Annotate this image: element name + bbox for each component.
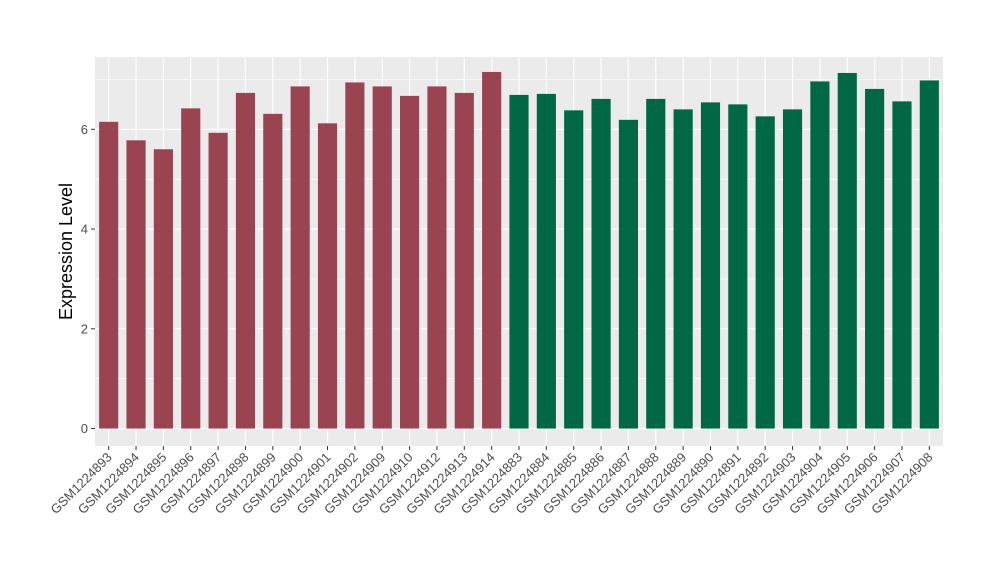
bar (208, 132, 228, 429)
bar (290, 86, 310, 429)
bar (810, 81, 830, 429)
bar (700, 102, 721, 429)
bar (345, 82, 365, 429)
y-axis-title: Expression Level (56, 183, 76, 320)
bar (153, 149, 173, 429)
bar (618, 119, 638, 429)
bar (837, 72, 857, 429)
bar (536, 93, 556, 429)
bar (646, 98, 666, 429)
bar (235, 92, 256, 429)
bar (263, 113, 283, 429)
bar (865, 88, 885, 429)
y-tick-label: 4 (81, 222, 88, 237)
bar (372, 86, 392, 429)
bar (564, 110, 584, 429)
bar (181, 108, 201, 429)
bar (427, 86, 447, 429)
bar (782, 109, 803, 429)
bar (99, 121, 119, 429)
y-tick-label: 2 (81, 321, 88, 336)
bars (99, 71, 939, 429)
y-axis: 0 2 4 6 (81, 122, 95, 436)
bar (728, 104, 748, 429)
x-axis: GSM1224893GSM1224894GSM1224895GSM1224896… (47, 446, 935, 517)
bar (400, 95, 420, 429)
bar (892, 101, 912, 429)
bar (482, 71, 502, 429)
bar (755, 116, 775, 429)
y-tick-label: 6 (81, 122, 88, 137)
bar (673, 109, 693, 429)
y-tick-label: 0 (81, 421, 88, 436)
bar (591, 98, 611, 429)
bar (454, 92, 474, 429)
bar (126, 140, 146, 429)
bar (919, 80, 939, 429)
bar (509, 94, 529, 429)
bar (317, 123, 338, 429)
